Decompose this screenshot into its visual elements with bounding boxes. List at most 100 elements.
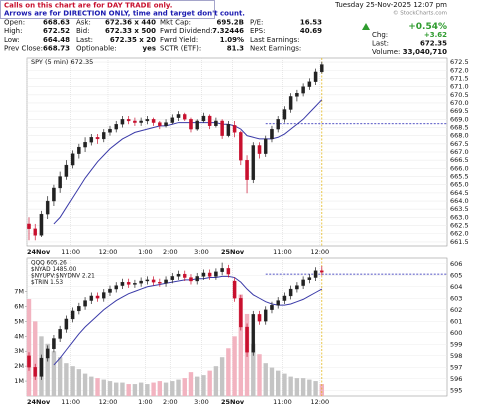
y-tick-label: 668.5 [450, 123, 469, 131]
candle-body [245, 326, 249, 353]
volume-bar [26, 299, 32, 396]
quote-value: 16.53 [300, 19, 322, 27]
volume-bar [76, 369, 82, 396]
candle-body [133, 120, 137, 123]
y-tick-label: 605 [450, 271, 462, 279]
candle-body [70, 310, 75, 320]
candle-body [276, 300, 280, 306]
x-tick-label: 2:00 [163, 248, 178, 256]
candle-body [133, 283, 137, 285]
candle-body [114, 285, 118, 290]
change: +3.62 [424, 31, 447, 39]
volume-bar [163, 382, 169, 396]
y-tick-label: 601 [450, 317, 462, 325]
volume-bar [263, 363, 268, 396]
quote-label: High: [4, 27, 22, 35]
date: Tuesday 25-Nov-2025 12:07 pm [334, 1, 447, 9]
last-label: Last: [372, 40, 389, 48]
volume-bar [33, 321, 38, 396]
quote-label: SCTR (ETF): [160, 45, 201, 53]
x-tick-label: 11:00 [61, 248, 80, 256]
y-tick-label: 664.0 [450, 197, 469, 205]
y-tick-label: 597 [450, 363, 462, 371]
candle-body [263, 138, 268, 154]
candle-body [83, 300, 87, 307]
volume-bar [57, 357, 63, 396]
volume-bar [95, 378, 100, 396]
volume-bar [70, 366, 75, 396]
candle-body [214, 120, 218, 126]
candle-body [126, 281, 131, 285]
candle-body [45, 348, 50, 359]
x-tick-label: 2:00 [163, 398, 178, 406]
candle-body [307, 277, 312, 280]
candle-body [170, 117, 175, 123]
candle-body [145, 119, 150, 122]
volume-bar [294, 378, 300, 396]
candle-body [201, 115, 206, 122]
volume-bar [64, 363, 69, 396]
quote-value: 81.3 [227, 45, 244, 53]
quote-label: Open: [4, 19, 25, 27]
y-tick-label: 662.5 [450, 222, 469, 230]
quote-value: 1.09% [220, 36, 244, 44]
quote-label: Optionable: [76, 45, 117, 53]
volume-bar [307, 379, 312, 396]
volume-bar [182, 378, 187, 396]
y-tick-label: 596 [450, 375, 462, 383]
candle-body [226, 268, 231, 275]
volume-bar [176, 379, 181, 396]
y-tick-label: 672.0 [450, 66, 469, 74]
volume-bar [126, 384, 131, 396]
candle-body [257, 145, 262, 154]
candle-body [151, 279, 156, 283]
candle-body [77, 146, 81, 154]
volume-bar [132, 384, 138, 396]
credit: © StockCharts.com [393, 10, 447, 17]
last: 672.35 [420, 40, 447, 48]
candle-body [207, 115, 212, 126]
volume-label: Volume: [372, 48, 400, 56]
candle-body [220, 268, 224, 272]
y-tick-label: 668.0 [450, 132, 469, 140]
candle-body [64, 318, 69, 330]
x-tick-label: 24Nov [27, 398, 51, 406]
x-tick-label: 25Nov [221, 398, 245, 406]
y-tick-label: 671.5 [450, 74, 469, 82]
candle-body [139, 280, 143, 284]
y-tick-label: 663.5 [450, 205, 469, 213]
volume-bar [157, 381, 163, 396]
notice-line: Calls on this chart are for DAY TRADE on… [4, 2, 172, 10]
candle-body [301, 86, 305, 94]
y-tick-label: 667.5 [450, 140, 469, 148]
y-tick-label: 667.0 [450, 148, 469, 156]
candle-body [232, 125, 237, 133]
candle-body [114, 124, 118, 130]
volume-bar [89, 376, 94, 396]
candle-body [282, 109, 287, 120]
candle-body [27, 223, 31, 229]
candle-body [164, 122, 168, 126]
candle-body [77, 306, 81, 312]
candle-body [320, 64, 324, 73]
volume-bar [188, 372, 194, 396]
candle-body [189, 277, 193, 282]
x-tick-label: 12:00 [310, 248, 329, 256]
x-tick-label: 12:00 [99, 398, 118, 406]
volume-bar [138, 382, 144, 396]
qqq-panel [26, 257, 448, 397]
quote-label: Ask: [76, 19, 91, 27]
volume-bar [276, 370, 281, 396]
y-tick-label: 662.0 [450, 230, 469, 238]
volume-bar [145, 384, 150, 396]
candle-body [313, 270, 318, 278]
candle-body [313, 71, 318, 82]
candle-body [214, 271, 218, 277]
legend-entry: $NYUPV:$NYDNV 2.21 [31, 274, 95, 280]
candle-body [27, 355, 31, 368]
candle-body [158, 122, 162, 126]
quote-value: 672.52 [43, 27, 70, 35]
volume-bar [282, 373, 287, 396]
candle-body [251, 314, 256, 353]
candle-body [95, 137, 100, 140]
